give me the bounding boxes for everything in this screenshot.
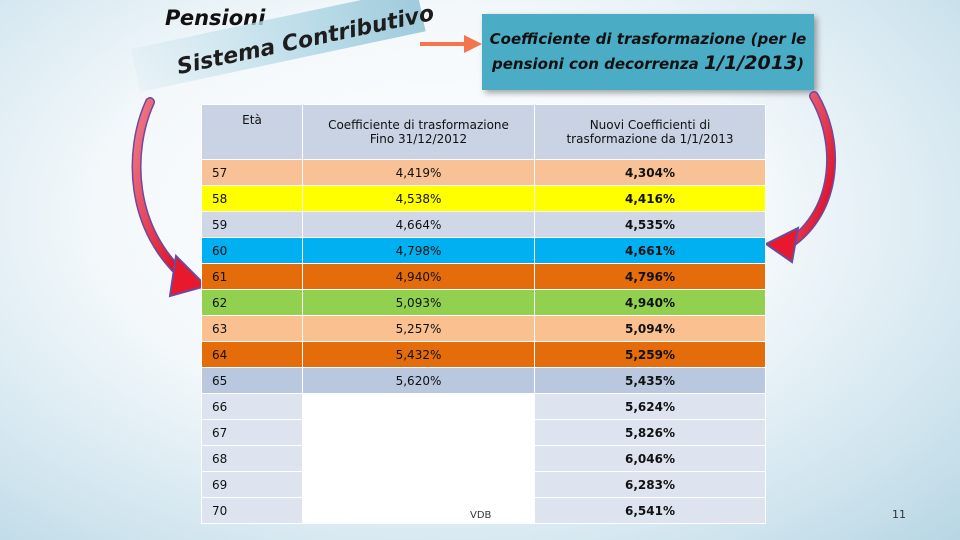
cell-old-coefficient: 4,419% [302,159,535,186]
header-new-line-2: trasformazione da 1/1/2013 [566,132,734,146]
cell-new-coefficient: 4,940% [534,289,766,316]
table-row: 62 5,093% 4,940% [201,289,766,316]
table-row: 64 5,432% 5,259% [201,341,766,368]
header-new-line-1: Nuovi Coefficienti di [589,118,711,132]
cell-age: 60 [201,237,303,264]
cell-new-coefficient: 5,624% [534,393,766,420]
cell-age: 68 [201,445,303,472]
cell-new-coefficient: 5,435% [534,367,766,394]
cell-old-coefficient [302,393,535,420]
cell-old-coefficient: 4,798% [302,237,535,264]
cell-old-coefficient [302,471,535,498]
cell-new-coefficient: 6,541% [534,497,766,524]
cell-age: 62 [201,289,303,316]
right-curved-arrow-icon [764,91,837,264]
callout-date: 1/1/2013 [703,52,798,74]
cell-new-coefficient: 6,046% [534,445,766,472]
table-row: 66 5,624% [201,393,766,420]
callout-line-2: pensioni con decorrenza 1/1/2013) [482,52,814,74]
cell-old-coefficient: 5,432% [302,341,535,368]
table-row: 57 4,419% 4,304% [201,159,766,186]
cell-new-coefficient: 4,535% [534,211,766,238]
table-row: 63 5,257% 5,094% [201,315,766,342]
table-row: 58 4,538% 4,416% [201,185,766,212]
table-row: 65 5,620% 5,435% [201,367,766,394]
cell-age: 64 [201,341,303,368]
coefficients-table: Età Coefficiente di trasformazione Fino … [201,104,766,524]
table-row: 67 5,826% [201,419,766,446]
cell-old-coefficient: 5,620% [302,367,535,394]
cell-age: 61 [201,263,303,290]
table-row: 69 6,283% [201,471,766,498]
cell-new-coefficient: 6,283% [534,471,766,498]
callout-close: ) [797,55,804,73]
cell-old-coefficient [302,445,535,472]
cell-new-coefficient: 4,661% [534,237,766,264]
cell-new-coefficient: 4,304% [534,159,766,186]
header-old-line-2: Fino 31/12/2012 [369,132,468,146]
callout-line-1: Coefficiente di trasformazione (per le [489,30,807,48]
cell-age: 58 [201,185,303,212]
table-row: 59 4,664% 4,535% [201,211,766,238]
cell-new-coefficient: 4,796% [534,263,766,290]
cell-new-coefficient: 5,826% [534,419,766,446]
cell-age: 66 [201,393,303,420]
callout-line-2-text: pensioni con decorrenza [491,55,699,73]
left-curved-arrow-icon [131,97,208,298]
coefficient-callout: Coefficiente di trasformazione (per le p… [482,14,814,90]
cell-age: 70 [201,497,303,524]
cell-new-coefficient: 5,259% [534,341,766,368]
table-row: 61 4,940% 4,796% [201,263,766,290]
page-number: 11 [892,508,906,521]
header-old-coefficient: Coefficiente di trasformazione Fino 31/1… [302,104,535,160]
header-age: Età [201,104,303,160]
table-header-row: Età Coefficiente di trasformazione Fino … [201,104,766,160]
cell-old-coefficient: 4,940% [302,263,535,290]
cell-age: 63 [201,315,303,342]
cell-old-coefficient: 5,257% [302,315,535,342]
cell-age: 65 [201,367,303,394]
right-arrow-icon [420,35,482,53]
cell-age: 69 [201,471,303,498]
table-row: 68 6,046% [201,445,766,472]
cell-new-coefficient: 4,416% [534,185,766,212]
cell-old-coefficient [302,419,535,446]
cell-age: 57 [201,159,303,186]
cell-old-coefficient: 4,664% [302,211,535,238]
table-row: 60 4,798% 4,661% [201,237,766,264]
footer-author: VDB [470,510,492,521]
cell-old-coefficient: 5,093% [302,289,535,316]
cell-old-coefficient [302,497,535,524]
table-row: 70 6,541% [201,497,766,524]
cell-old-coefficient: 4,538% [302,185,535,212]
header-new-coefficient: Nuovi Coefficienti di trasformazione da … [534,104,766,160]
cell-new-coefficient: 5,094% [534,315,766,342]
cell-age: 59 [201,211,303,238]
cell-age: 67 [201,419,303,446]
header-old-line-1: Coefficiente di trasformazione [328,118,509,132]
